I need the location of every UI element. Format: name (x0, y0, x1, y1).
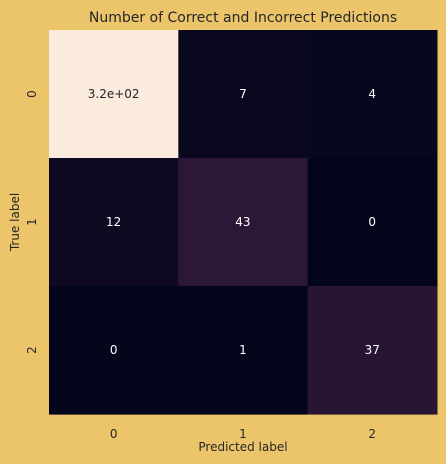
heatmap-cell-2-0 (49, 286, 179, 415)
heatmap-cell-1-0 (49, 158, 179, 287)
x-tick-label-0: 0 (110, 427, 118, 441)
heatmap-cell-0-2 (307, 30, 438, 159)
heatmap-cell-1-1 (178, 158, 309, 287)
y-tick-label-2: 2 (25, 346, 39, 354)
y-tick-label-1: 1 (25, 218, 39, 226)
cell-value-label-1-0: 12 (106, 215, 121, 229)
x-axis-label: Predicted label (198, 440, 287, 454)
cell-value-label-0-0: 3.2e+02 (88, 87, 140, 101)
heatmap-cell-2-1 (178, 286, 309, 415)
cell-value-label-0-1: 7 (239, 87, 247, 101)
heatmap-cell-0-0 (49, 30, 179, 159)
cell-value-label-1-1: 43 (235, 215, 250, 229)
x-tick-label-1: 1 (239, 427, 247, 441)
x-tick-label-2: 2 (368, 427, 376, 441)
cell-value-label-2-1: 1 (239, 343, 247, 357)
cell-value-label-0-2: 4 (368, 87, 376, 101)
cell-value-label-2-0: 0 (110, 343, 118, 357)
chart-title: Number of Correct and Incorrect Predicti… (89, 10, 397, 26)
x-tick-labels: 0 1 2 (110, 427, 376, 441)
y-tick-label-0: 0 (25, 90, 39, 98)
y-tick-labels: 0 1 2 (25, 90, 39, 354)
heatmap-cell-labels: 3.2e+02 7 4 12 43 0 0 1 37 (88, 87, 380, 357)
heatmap-cell-1-2 (307, 158, 438, 287)
cell-value-label-2-2: 37 (365, 343, 380, 357)
heatmap-cell-0-1 (178, 30, 309, 159)
heatmap-cell-2-2 (307, 286, 438, 415)
heatmap-cells (49, 30, 438, 415)
cell-value-label-1-2: 0 (368, 215, 376, 229)
y-axis-label: True label (8, 193, 22, 252)
